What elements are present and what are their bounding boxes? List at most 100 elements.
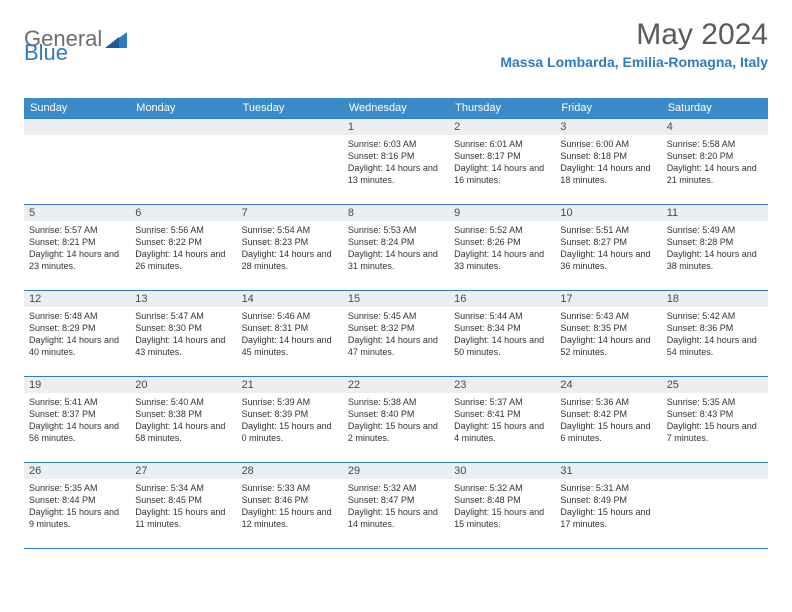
calendar-cell: 5Sunrise: 5:57 AMSunset: 8:21 PMDaylight… — [24, 205, 130, 291]
day-header: Monday — [130, 98, 236, 119]
day-details: Sunrise: 5:44 AMSunset: 8:34 PMDaylight:… — [449, 307, 555, 362]
day-details: Sunrise: 5:52 AMSunset: 8:26 PMDaylight:… — [449, 221, 555, 276]
calendar-cell: 3Sunrise: 6:00 AMSunset: 8:18 PMDaylight… — [555, 119, 661, 205]
calendar-cell: 8Sunrise: 5:53 AMSunset: 8:24 PMDaylight… — [343, 205, 449, 291]
day-details: Sunrise: 6:00 AMSunset: 8:18 PMDaylight:… — [555, 135, 661, 190]
day-details: Sunrise: 5:57 AMSunset: 8:21 PMDaylight:… — [24, 221, 130, 276]
day-details: Sunrise: 5:37 AMSunset: 8:41 PMDaylight:… — [449, 393, 555, 448]
calendar-week-row: 1Sunrise: 6:03 AMSunset: 8:16 PMDaylight… — [24, 119, 768, 205]
day-number: 16 — [449, 291, 555, 307]
calendar-cell: 17Sunrise: 5:43 AMSunset: 8:35 PMDayligh… — [555, 291, 661, 377]
day-details: Sunrise: 5:53 AMSunset: 8:24 PMDaylight:… — [343, 221, 449, 276]
calendar-cell: 2Sunrise: 6:01 AMSunset: 8:17 PMDaylight… — [449, 119, 555, 205]
day-number: 11 — [662, 205, 768, 221]
day-details: Sunrise: 6:03 AMSunset: 8:16 PMDaylight:… — [343, 135, 449, 190]
day-number: 23 — [449, 377, 555, 393]
day-details: Sunrise: 5:51 AMSunset: 8:27 PMDaylight:… — [555, 221, 661, 276]
day-details: Sunrise: 5:40 AMSunset: 8:38 PMDaylight:… — [130, 393, 236, 448]
day-details: Sunrise: 5:39 AMSunset: 8:39 PMDaylight:… — [237, 393, 343, 448]
calendar-cell: 20Sunrise: 5:40 AMSunset: 8:38 PMDayligh… — [130, 377, 236, 463]
month-title: May 2024 — [500, 18, 768, 52]
day-number: 29 — [343, 463, 449, 479]
day-number: 10 — [555, 205, 661, 221]
calendar-week-row: 5Sunrise: 5:57 AMSunset: 8:21 PMDaylight… — [24, 205, 768, 291]
day-number: 28 — [237, 463, 343, 479]
calendar-week-row: 19Sunrise: 5:41 AMSunset: 8:37 PMDayligh… — [24, 377, 768, 463]
day-details: Sunrise: 5:56 AMSunset: 8:22 PMDaylight:… — [130, 221, 236, 276]
day-number: 24 — [555, 377, 661, 393]
day-number-empty — [130, 119, 236, 135]
day-number: 4 — [662, 119, 768, 135]
day-number: 1 — [343, 119, 449, 135]
calendar-cell: 9Sunrise: 5:52 AMSunset: 8:26 PMDaylight… — [449, 205, 555, 291]
calendar-cell: 6Sunrise: 5:56 AMSunset: 8:22 PMDaylight… — [130, 205, 236, 291]
calendar-cell: 23Sunrise: 5:37 AMSunset: 8:41 PMDayligh… — [449, 377, 555, 463]
day-header: Thursday — [449, 98, 555, 119]
day-number: 25 — [662, 377, 768, 393]
calendar-cell — [24, 119, 130, 205]
day-number: 8 — [343, 205, 449, 221]
day-number: 14 — [237, 291, 343, 307]
calendar-cell: 22Sunrise: 5:38 AMSunset: 8:40 PMDayligh… — [343, 377, 449, 463]
calendar-header-row: SundayMondayTuesdayWednesdayThursdayFrid… — [24, 98, 768, 119]
calendar-cell: 25Sunrise: 5:35 AMSunset: 8:43 PMDayligh… — [662, 377, 768, 463]
calendar-cell: 15Sunrise: 5:45 AMSunset: 8:32 PMDayligh… — [343, 291, 449, 377]
calendar-week-row: 26Sunrise: 5:35 AMSunset: 8:44 PMDayligh… — [24, 463, 768, 549]
calendar-cell: 13Sunrise: 5:47 AMSunset: 8:30 PMDayligh… — [130, 291, 236, 377]
calendar-cell: 24Sunrise: 5:36 AMSunset: 8:42 PMDayligh… — [555, 377, 661, 463]
calendar-cell — [237, 119, 343, 205]
day-number-empty — [237, 119, 343, 135]
day-number: 22 — [343, 377, 449, 393]
day-header: Sunday — [24, 98, 130, 119]
day-details: Sunrise: 5:31 AMSunset: 8:49 PMDaylight:… — [555, 479, 661, 534]
day-header: Wednesday — [343, 98, 449, 119]
day-number: 3 — [555, 119, 661, 135]
day-number: 21 — [237, 377, 343, 393]
calendar-cell: 18Sunrise: 5:42 AMSunset: 8:36 PMDayligh… — [662, 291, 768, 377]
calendar-cell: 28Sunrise: 5:33 AMSunset: 8:46 PMDayligh… — [237, 463, 343, 549]
day-number: 19 — [24, 377, 130, 393]
day-details: Sunrise: 5:47 AMSunset: 8:30 PMDaylight:… — [130, 307, 236, 362]
day-details: Sunrise: 5:48 AMSunset: 8:29 PMDaylight:… — [24, 307, 130, 362]
calendar-cell: 7Sunrise: 5:54 AMSunset: 8:23 PMDaylight… — [237, 205, 343, 291]
day-details: Sunrise: 5:41 AMSunset: 8:37 PMDaylight:… — [24, 393, 130, 448]
title-block: May 2024 Massa Lombarda, Emilia-Romagna,… — [500, 18, 768, 70]
day-number: 27 — [130, 463, 236, 479]
logo-triangle-icon — [105, 30, 127, 48]
calendar-cell: 29Sunrise: 5:32 AMSunset: 8:47 PMDayligh… — [343, 463, 449, 549]
calendar-cell: 26Sunrise: 5:35 AMSunset: 8:44 PMDayligh… — [24, 463, 130, 549]
calendar-cell: 4Sunrise: 5:58 AMSunset: 8:20 PMDaylight… — [662, 119, 768, 205]
day-details: Sunrise: 5:43 AMSunset: 8:35 PMDaylight:… — [555, 307, 661, 362]
calendar-cell — [130, 119, 236, 205]
day-number: 2 — [449, 119, 555, 135]
day-header: Saturday — [662, 98, 768, 119]
calendar-cell: 11Sunrise: 5:49 AMSunset: 8:28 PMDayligh… — [662, 205, 768, 291]
day-number-empty — [662, 463, 768, 479]
page-header: General May 2024 Massa Lombarda, Emilia-… — [24, 18, 768, 70]
day-number: 12 — [24, 291, 130, 307]
day-number: 17 — [555, 291, 661, 307]
day-details: Sunrise: 5:49 AMSunset: 8:28 PMDaylight:… — [662, 221, 768, 276]
calendar-cell: 14Sunrise: 5:46 AMSunset: 8:31 PMDayligh… — [237, 291, 343, 377]
day-details: Sunrise: 5:32 AMSunset: 8:48 PMDaylight:… — [449, 479, 555, 534]
calendar-cell: 30Sunrise: 5:32 AMSunset: 8:48 PMDayligh… — [449, 463, 555, 549]
day-details: Sunrise: 5:42 AMSunset: 8:36 PMDaylight:… — [662, 307, 768, 362]
day-header: Tuesday — [237, 98, 343, 119]
day-details: Sunrise: 5:32 AMSunset: 8:47 PMDaylight:… — [343, 479, 449, 534]
calendar-cell: 1Sunrise: 6:03 AMSunset: 8:16 PMDaylight… — [343, 119, 449, 205]
day-number: 20 — [130, 377, 236, 393]
calendar-body: 1Sunrise: 6:03 AMSunset: 8:16 PMDaylight… — [24, 119, 768, 549]
day-header: Friday — [555, 98, 661, 119]
day-number: 9 — [449, 205, 555, 221]
logo-text-2: Blue — [24, 40, 68, 66]
day-details: Sunrise: 5:46 AMSunset: 8:31 PMDaylight:… — [237, 307, 343, 362]
day-number: 5 — [24, 205, 130, 221]
day-details: Sunrise: 5:33 AMSunset: 8:46 PMDaylight:… — [237, 479, 343, 534]
day-details: Sunrise: 5:45 AMSunset: 8:32 PMDaylight:… — [343, 307, 449, 362]
day-number: 6 — [130, 205, 236, 221]
calendar-page: General May 2024 Massa Lombarda, Emilia-… — [0, 0, 792, 567]
day-number: 30 — [449, 463, 555, 479]
location-text: Massa Lombarda, Emilia-Romagna, Italy — [500, 54, 768, 70]
day-number: 26 — [24, 463, 130, 479]
day-number: 15 — [343, 291, 449, 307]
